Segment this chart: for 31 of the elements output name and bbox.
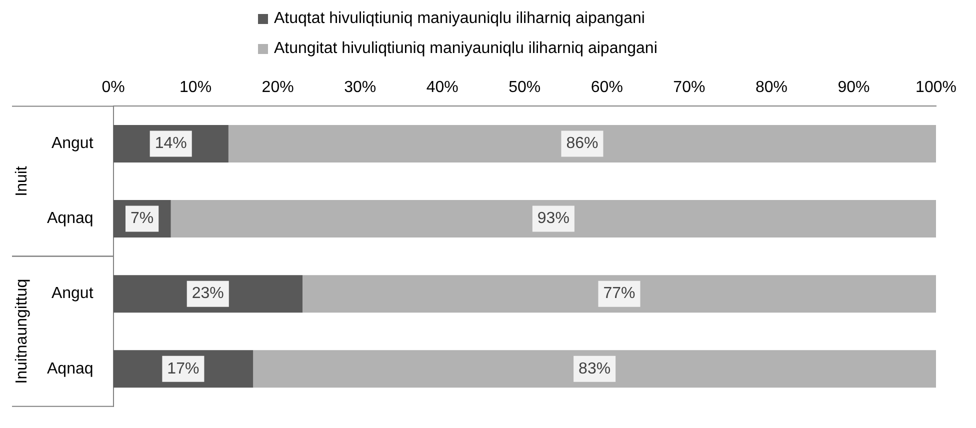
text: Inuit	[13, 166, 30, 196]
data-label: 17%	[167, 360, 200, 378]
data-label: 86%	[566, 135, 598, 152]
bar	[302, 275, 936, 313]
x-tick-label: 30%	[344, 79, 376, 96]
x-tick-label: 100%	[916, 79, 956, 96]
x-tick-label: 70%	[673, 79, 706, 96]
x-tick-label: 40%	[426, 79, 458, 96]
x-tick-label: 50%	[508, 79, 541, 96]
bar	[253, 350, 936, 388]
x-tick-label: 10%	[180, 79, 212, 96]
legend-label: Atungitat hivuliqtiuniq maniyauniqlu iliharniq aipangani	[274, 40, 658, 58]
x-tick-label: 90%	[838, 79, 870, 96]
data-label: 14%	[154, 135, 187, 152]
data-label: 93%	[537, 210, 570, 228]
text: Inuitnaungittuq	[13, 278, 30, 384]
bar	[170, 200, 936, 238]
x-tick-label: 0%	[102, 79, 125, 96]
x-tick-label: 60%	[590, 79, 623, 96]
x-tick-label: 20%	[262, 79, 294, 96]
y-tick-label: Angut	[51, 285, 94, 302]
x-tick-label: 80%	[755, 79, 788, 96]
data-label: 7%	[130, 210, 154, 228]
data-label: 77%	[603, 285, 636, 302]
bar	[228, 124, 936, 162]
y-tick-label: Aqnaq	[47, 210, 94, 228]
y-tick-label: Aqnaq	[47, 360, 94, 378]
data-label: 23%	[192, 285, 224, 302]
data-label: 83%	[578, 360, 611, 378]
legend-label: Atuqtat hivuliqtiuniq maniyauniqlu iliharniq aipangani	[274, 10, 645, 28]
y-tick-label: Angut	[51, 135, 94, 152]
